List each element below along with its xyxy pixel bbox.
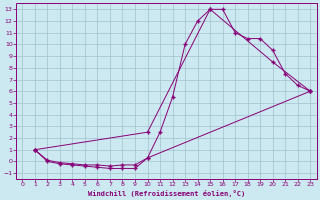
X-axis label: Windchill (Refroidissement éolien,°C): Windchill (Refroidissement éolien,°C) bbox=[88, 190, 245, 197]
